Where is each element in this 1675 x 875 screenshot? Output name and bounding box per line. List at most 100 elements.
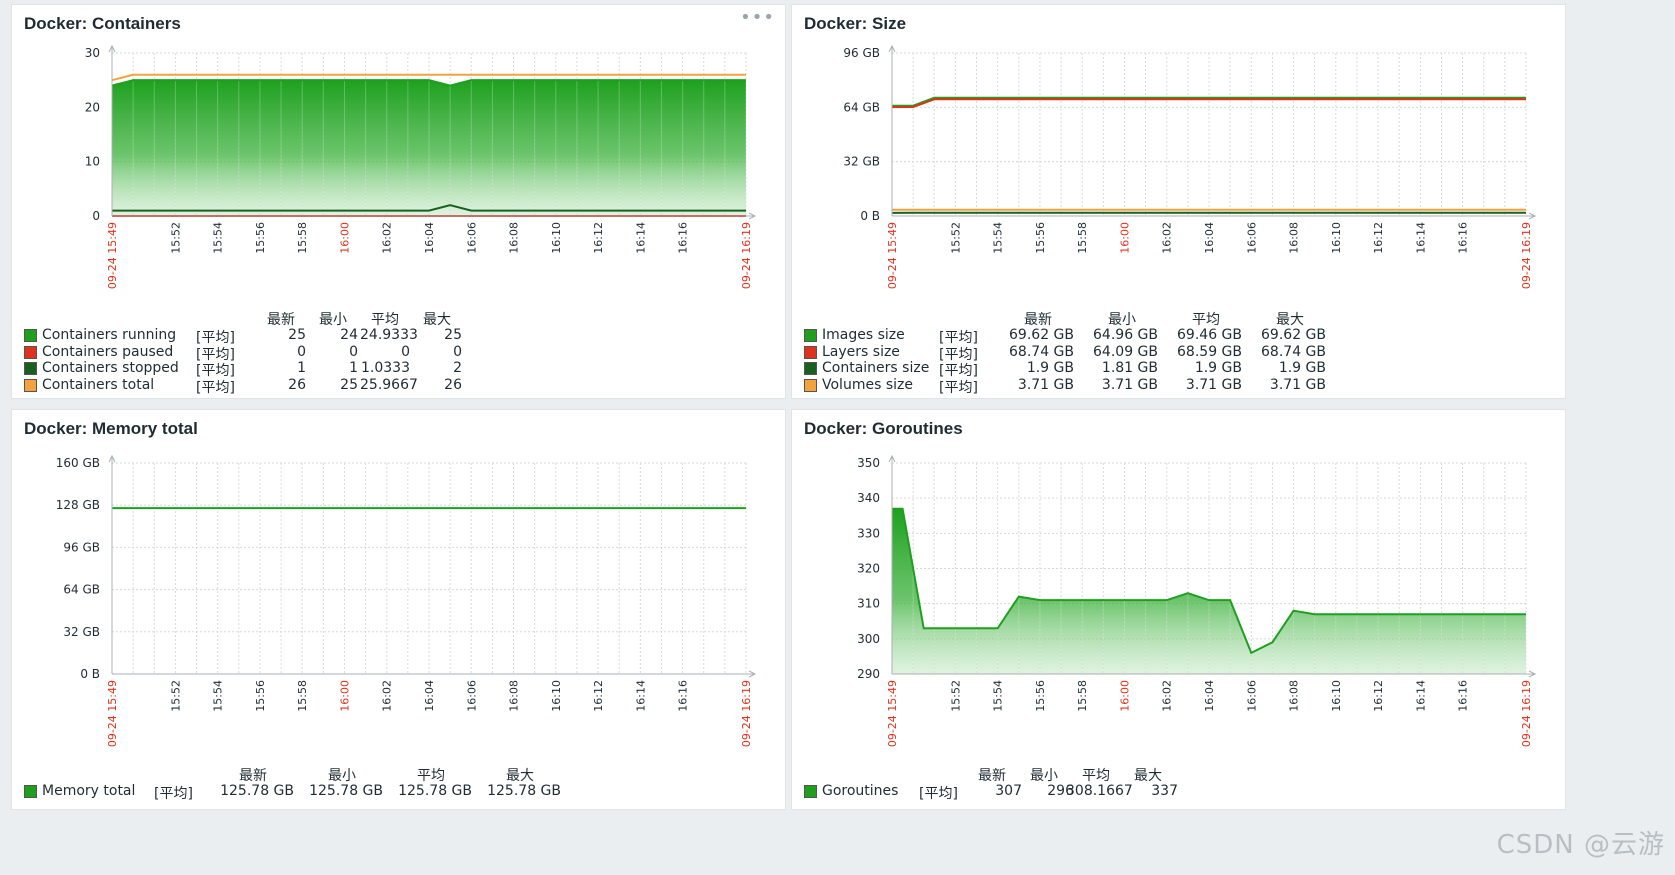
x-tick-label: 16:12 — [1372, 680, 1385, 712]
legend-header: 最小 — [319, 312, 347, 328]
legend-value-last: 1 — [297, 360, 306, 376]
legend-header: 最新 — [239, 768, 267, 784]
y-tick-label: 64 GB — [63, 583, 100, 597]
series-line-0 — [891, 96, 1526, 107]
x-tick-label: 16:14 — [634, 680, 647, 712]
legend-row[interactable]: Images size [平均] 69.62 GB 64.96 GB 69.46 GB 6… — [804, 327, 1544, 346]
legend-header: 最新 — [267, 312, 295, 328]
legend-row[interactable]: Containers paused [平均] 0 0 0 0 — [24, 343, 764, 363]
legend-row[interactable]: Volumes size [平均] 3.71 GB 3.71 GB 3.71 GB 3.7… — [804, 376, 1544, 396]
graph-canvas: 0 10 20 30 09-24 15:49 15:52 15:54 15:56 15:58 16… — [85, 44, 757, 289]
legend-row[interactable]: Containers size [平均] 1.9 GB 1.81 GB 1.9 GB 1.… — [804, 360, 1544, 379]
legend-label: Containers total — [42, 376, 155, 393]
x-tick-label: 16:04 — [423, 222, 436, 254]
x-axis-arrow — [748, 212, 757, 220]
legend-label: Images size — [822, 327, 905, 343]
y-tick-label: 300 — [857, 632, 880, 646]
x-tick-label: 16:12 — [592, 680, 605, 712]
y-tick-label: 128 GB — [56, 498, 100, 512]
legend-row[interactable]: Layers size [平均] 68.74 GB 64.09 GB 68.59 GB 6… — [804, 343, 1544, 363]
legend-label: Volumes size — [822, 376, 913, 393]
x-tick-label: 16:00 — [1118, 680, 1131, 712]
x-tick-label: 16:16 — [677, 222, 690, 254]
y-tick-label: 340 — [857, 491, 880, 505]
y-tick-label: 350 — [857, 456, 880, 470]
panel-docker-memory-total: Docker: Memory total 0 B 32 GB 64 GB 96 GB 1… — [11, 409, 786, 810]
graph-canvas: 290 300 310 320 330 340 350 09-24 15:49 15:52 15:… — [857, 454, 1537, 747]
x-tick-label: 16:02 — [1161, 222, 1174, 254]
x-tick-label: 15:52 — [169, 222, 182, 254]
watermark: CSDN @云游 — [1496, 830, 1665, 860]
legend-value-last: 1.9 GB — [1026, 360, 1074, 376]
legend-value-max: 25 — [444, 327, 462, 343]
x-tick-label: 15:54 — [212, 680, 225, 712]
legend-value-avg: 1.9 GB — [1194, 360, 1242, 376]
legend-value-min: 64.96 GB — [1093, 327, 1158, 343]
y-axis-arrow — [108, 454, 116, 463]
y-tick-label: 0 — [92, 209, 100, 223]
graph-canvas: 0 B 32 GB 64 GB 96 GB 128 GB 160 GB 09-24 15:4… — [56, 454, 757, 747]
x-tick-label: 16:00 — [1118, 222, 1131, 254]
x-tick-label: 16:14 — [1414, 680, 1427, 712]
x-tick-label: 16:02 — [1161, 680, 1174, 712]
panel-docker-size: Docker: Size 0 B 32 GB 64 GB 96 GB 09-24 15:… — [791, 4, 1566, 399]
legend-label: Memory total — [42, 783, 136, 799]
legend-value-min: 0 — [349, 343, 358, 360]
y-tick-label: 32 GB — [63, 625, 100, 639]
legend-swatch — [804, 785, 817, 798]
legend-row[interactable]: Containers total [平均] 26 25 25.9667 26 — [24, 376, 764, 396]
legend-value-min: 1.81 GB — [1101, 360, 1158, 376]
x-tick-label: 16:08 — [1288, 680, 1301, 712]
legend-value-last: 307 — [995, 783, 1022, 799]
legend-header: 最小 — [1108, 312, 1136, 328]
x-tick-label: 16:16 — [677, 680, 690, 712]
x-tick-label: 16:10 — [1330, 222, 1343, 254]
x-tick-label: 09-24 15:49 — [106, 222, 119, 289]
x-tick-label: 15:56 — [254, 222, 267, 254]
legend-value-avg: 24.9333 — [360, 327, 418, 343]
legend-func: [平均] — [154, 786, 193, 802]
legend-value-min: 3.71 GB — [1101, 376, 1158, 393]
x-tick-label: 16:12 — [592, 222, 605, 254]
x-tick-label: 16:06 — [1245, 222, 1258, 254]
legend-value-max: 337 — [1151, 783, 1178, 799]
legend-label: Goroutines — [822, 783, 899, 799]
legend-value-max: 3.71 GB — [1269, 376, 1326, 393]
legend-value-min: 296 — [1047, 783, 1074, 799]
x-tick-label: 15:56 — [254, 680, 267, 712]
y-tick-label: 96 GB — [843, 46, 880, 60]
legend-value-avg: 25.9667 — [360, 376, 418, 393]
legend-func: [平均] — [196, 363, 235, 379]
legend-func: [平均] — [196, 346, 235, 363]
y-tick-label: 20 — [85, 100, 100, 114]
y-tick-label: 310 — [857, 597, 880, 611]
series-area-0 — [892, 508, 1526, 674]
x-tick-label: 15:54 — [992, 222, 1005, 254]
legend-value-last: 0 — [297, 343, 306, 360]
legend-row[interactable]: Containers running [平均] 25 24 24.9333 25 — [24, 327, 764, 346]
x-tick-label: 15:54 — [212, 222, 225, 254]
x-axis-arrow — [1528, 212, 1537, 220]
ellipsis-icon[interactable]: ••• — [740, 7, 775, 28]
legend-row[interactable]: Goroutines [平均] 307 296 308.1667 337 — [804, 783, 1544, 802]
legend-value-last: 68.74 GB — [1009, 343, 1074, 360]
legend-label: Layers size — [822, 343, 900, 360]
x-tick-label: 09-24 15:49 — [106, 680, 119, 747]
x-axis-arrow — [748, 670, 757, 678]
legend-func: [平均] — [919, 786, 958, 802]
x-tick-label: 16:08 — [1288, 222, 1301, 254]
legend-swatch — [804, 378, 817, 392]
legend-header: 平均 — [371, 312, 399, 328]
series-line-0 — [892, 507, 1526, 655]
x-tick-label: 15:58 — [1076, 680, 1089, 712]
y-tick-label: 0 B — [80, 667, 100, 681]
x-axis-arrow — [1528, 670, 1537, 678]
y-tick-label: 32 GB — [843, 155, 880, 169]
legend-value-avg: 0 — [401, 343, 410, 360]
legend: 最新 最小 平均 最大 Images size [平均] 69.62 GB 64.96 GB 6… — [804, 309, 1564, 399]
x-tick-label: 16:08 — [508, 680, 521, 712]
legend-row[interactable]: Memory total [平均] 125.78 GB 125.78 GB 125.78… — [24, 783, 764, 802]
legend-value-avg: 68.59 GB — [1177, 343, 1242, 360]
legend-row[interactable]: Containers stopped [平均] 1 1 1.0333 2 — [24, 360, 764, 379]
x-tick-label: 16:02 — [381, 222, 394, 254]
